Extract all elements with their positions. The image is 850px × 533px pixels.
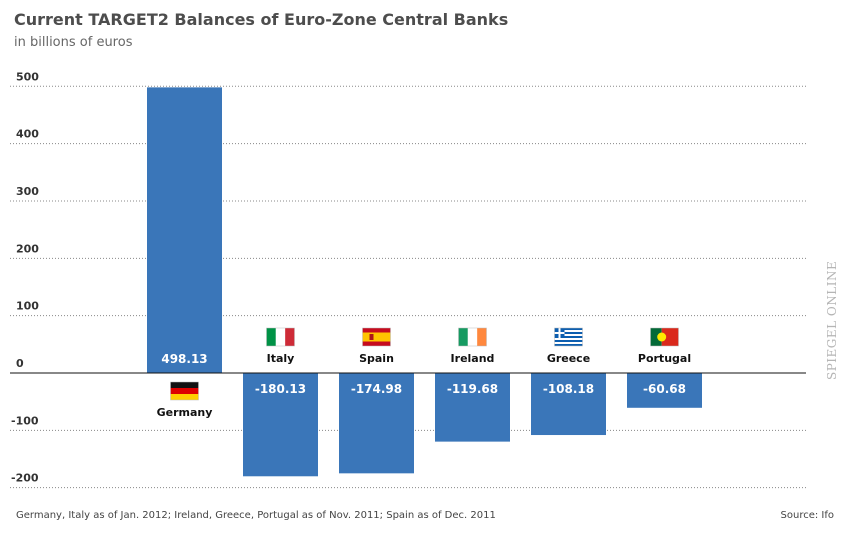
bar-italy [243, 373, 318, 477]
y-tick-label: 500 [16, 70, 39, 83]
y-tick-label: 100 [16, 300, 39, 313]
category-label-germany: Germany [157, 406, 213, 419]
value-label-spain: -174.98 [351, 382, 402, 396]
chart-subtitle: in billions of euros [14, 35, 133, 50]
y-tick-label: -200 [11, 472, 39, 485]
category-label-ireland: Ireland [451, 352, 495, 365]
value-label-portugal: -60.68 [643, 382, 686, 396]
y-tick-label: 400 [16, 128, 39, 141]
flag-portugal-icon [650, 327, 679, 347]
category-label-italy: Italy [267, 352, 295, 365]
chart-title: Current TARGET2 Balances of Euro-Zone Ce… [14, 10, 509, 29]
source-credit: Source: Ifo [780, 510, 834, 521]
flag-ireland-icon [458, 327, 487, 347]
bar-spain [339, 373, 414, 474]
value-label-germany: 498.13 [161, 352, 207, 366]
y-tick-label: 300 [16, 185, 39, 198]
flag-italy-icon [266, 327, 295, 347]
category-label-spain: Spain [359, 352, 394, 365]
flag-greece-icon [554, 327, 583, 347]
y-tick-label: -100 [11, 414, 39, 427]
bar-ireland [435, 373, 510, 442]
bar-greece [531, 373, 606, 436]
category-label-portugal: Portugal [638, 352, 691, 365]
footer-note: Germany, Italy as of Jan. 2012; Ireland,… [16, 510, 496, 521]
y-tick-label: 200 [16, 242, 39, 255]
value-label-ireland: -119.68 [447, 382, 498, 396]
value-label-greece: -108.18 [543, 382, 594, 396]
flag-spain-icon [362, 327, 391, 347]
category-label-greece: Greece [547, 352, 590, 365]
bar-portugal [627, 373, 702, 408]
bar-germany [147, 87, 222, 374]
y-tick-label: 0 [16, 357, 24, 370]
value-label-italy: -180.13 [255, 382, 306, 396]
flag-germany-icon [170, 381, 199, 401]
